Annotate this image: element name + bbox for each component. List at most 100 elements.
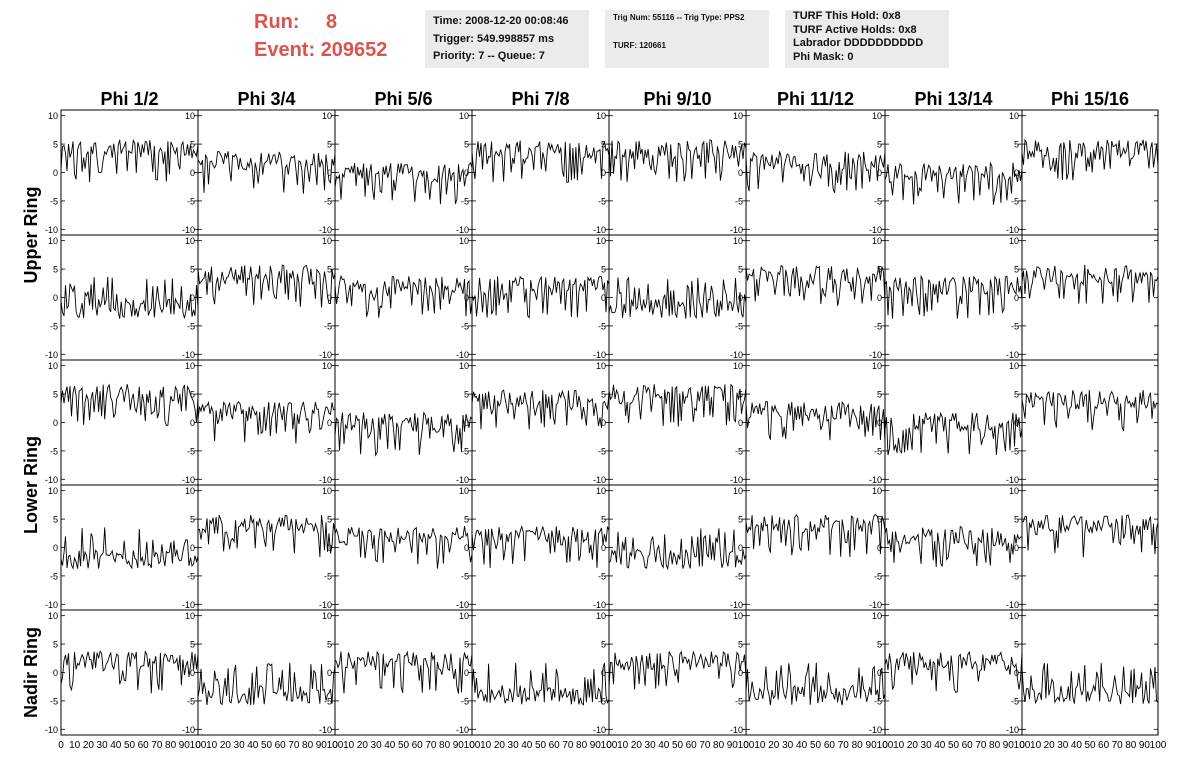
y-tick-label: -10	[45, 225, 58, 235]
y-tick-label: 5	[190, 265, 195, 275]
y-tick-label: 10	[459, 611, 469, 621]
y-tick-label: -10	[593, 725, 606, 735]
column-title: Phi 11/12	[777, 89, 854, 109]
y-tick-label: -10	[593, 350, 606, 360]
ring-label: Upper Ring	[21, 187, 41, 284]
y-tick-label: -10	[456, 350, 469, 360]
priority-text: Priority: 7 -- Queue: 7	[433, 50, 545, 62]
y-tick-label: 10	[872, 236, 882, 246]
column-title: Phi 9/10	[643, 89, 711, 109]
y-tick-label: 0	[190, 418, 195, 428]
y-tick-label: 10	[596, 486, 606, 496]
x-tick-label: 60	[412, 740, 424, 751]
x-tick-label: 20	[907, 740, 919, 751]
y-tick-label: 0	[327, 543, 332, 553]
x-tick-label: 60	[275, 740, 287, 751]
x-tick-label: 30	[1057, 740, 1069, 751]
y-tick-label: 0	[327, 668, 332, 678]
waveform-series	[884, 525, 1023, 567]
panel-frame	[745, 109, 886, 236]
waveform-series	[884, 411, 1023, 456]
y-tick-label: 5	[877, 140, 882, 150]
x-tick-label: 40	[658, 740, 670, 751]
x-tick-label: 30	[97, 740, 109, 751]
y-tick-label: -10	[869, 600, 882, 610]
waveform-series	[1021, 264, 1159, 304]
x-tick-label: 0	[332, 740, 338, 751]
y-tick-label: 5	[601, 390, 606, 400]
column-title: Phi 7/8	[511, 89, 569, 109]
x-tick-label: 20	[83, 740, 95, 751]
x-tick-label: 100	[327, 740, 344, 751]
x-tick-label: 70	[1112, 740, 1124, 751]
x-tick-label: 0	[469, 740, 475, 751]
y-tick-label: 5	[1014, 140, 1019, 150]
y-tick-label: 10	[185, 611, 195, 621]
y-tick-label: 5	[464, 640, 469, 650]
y-tick-label: -5	[324, 446, 332, 456]
y-tick-label: 0	[327, 418, 332, 428]
y-tick-label: -5	[1011, 696, 1019, 706]
waveform-series	[471, 662, 610, 706]
y-tick-label: 10	[322, 611, 332, 621]
y-tick-label: -5	[461, 571, 469, 581]
waveform-series	[1021, 514, 1159, 558]
x-tick-label: 30	[508, 740, 520, 751]
y-tick-label: 0	[1014, 668, 1019, 678]
y-tick-label: 10	[733, 111, 743, 121]
y-tick-label: 0	[190, 668, 195, 678]
y-tick-label: -10	[45, 725, 58, 735]
y-tick-label: 0	[738, 293, 743, 303]
y-tick-label: -5	[461, 696, 469, 706]
x-tick-label: 50	[810, 740, 822, 751]
y-tick-label: -10	[319, 225, 332, 235]
y-tick-label: 0	[877, 668, 882, 678]
y-tick-label: 5	[877, 640, 882, 650]
x-tick-label: 10	[69, 740, 81, 751]
y-tick-label: -10	[45, 475, 58, 485]
waveform-series	[884, 274, 1023, 319]
x-tick-label: 20	[357, 740, 369, 751]
y-tick-label: 10	[459, 486, 469, 496]
y-tick-label: -10	[1006, 350, 1019, 360]
y-tick-label: 0	[1014, 418, 1019, 428]
x-tick-label: 80	[439, 740, 451, 751]
y-tick-label: -10	[730, 600, 743, 610]
y-tick-label: 0	[464, 293, 469, 303]
y-tick-label: 5	[190, 515, 195, 525]
y-tick-label: 0	[1014, 293, 1019, 303]
y-tick-label: -5	[324, 321, 332, 331]
x-tick-label: 0	[743, 740, 749, 751]
y-tick-label: 10	[872, 361, 882, 371]
y-tick-label: -5	[187, 196, 195, 206]
x-tick-label: 100	[601, 740, 618, 751]
y-tick-label: -10	[593, 225, 606, 235]
panel-frame	[471, 609, 610, 736]
y-tick-label: -5	[324, 196, 332, 206]
panel-frame	[60, 109, 199, 236]
y-tick-label: 5	[53, 515, 58, 525]
waveform-series	[60, 276, 199, 319]
y-tick-label: 0	[1014, 543, 1019, 553]
x-tick-label: 80	[302, 740, 314, 751]
turf-active-text: TURF Active Holds: 0x8	[793, 23, 917, 36]
y-tick-label: -10	[1006, 600, 1019, 610]
panel-frame	[197, 234, 336, 361]
y-tick-label: -10	[182, 725, 195, 735]
y-tick-label: -5	[1011, 571, 1019, 581]
y-tick-label: -10	[1006, 725, 1019, 735]
column-title: Phi 13/14	[914, 89, 992, 109]
y-tick-label: -5	[598, 321, 606, 331]
x-tick-label: 10	[343, 740, 355, 751]
y-tick-label: 5	[53, 390, 58, 400]
waveform-series	[1021, 138, 1159, 181]
y-tick-label: -10	[730, 725, 743, 735]
y-tick-label: -5	[735, 571, 743, 581]
y-tick-label: 0	[1014, 168, 1019, 178]
y-tick-label: 5	[327, 390, 332, 400]
y-tick-label: 5	[738, 140, 743, 150]
y-tick-label: 10	[733, 611, 743, 621]
panel-frame	[334, 484, 473, 611]
y-tick-label: 5	[1014, 265, 1019, 275]
x-tick-label: 10	[480, 740, 492, 751]
